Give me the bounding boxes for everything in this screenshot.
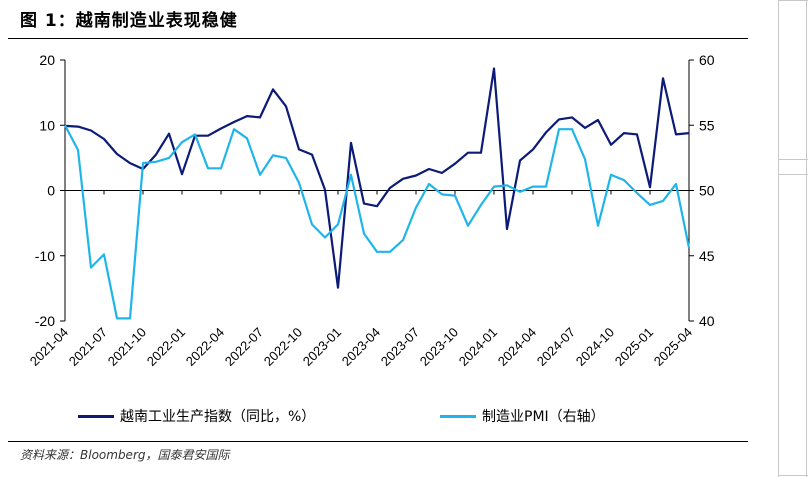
- source-divider: [8, 441, 748, 442]
- x-axis-tick-label: 2022-10: [261, 325, 305, 369]
- legend-swatch-ip: [78, 414, 114, 418]
- left-axis-tick-label: 10: [39, 117, 55, 133]
- right-axis-tick-label: 55: [699, 117, 715, 133]
- side-panel-border-left: [778, 0, 779, 477]
- side-panel-border-right: [806, 0, 807, 477]
- x-axis-tick-label: 2022-04: [183, 325, 227, 369]
- legend-label-pmi: 制造业PMI（右轴）: [482, 409, 605, 425]
- series-line-ip: [64, 67, 690, 289]
- legend-item-ip: 越南工业生产指数（同比，%）: [78, 405, 315, 427]
- x-axis-tick-label: 2024-07: [534, 325, 578, 369]
- legend-swatch-pmi: [440, 414, 476, 418]
- x-axis-tick-label: 2024-10: [573, 325, 617, 369]
- right-axis-tick-label: 60: [699, 52, 715, 68]
- x-axis-tick-label: 2022-07: [222, 325, 266, 369]
- x-axis-tick-label: 2021-07: [66, 325, 110, 369]
- legend-label-ip: 越南工业生产指数（同比，%）: [120, 409, 316, 425]
- x-axis-tick-label: 2025-04: [651, 325, 695, 369]
- x-axis-tick-label: 2024-01: [456, 325, 500, 369]
- right-axis-tick-label: 45: [699, 248, 715, 264]
- x-axis-tick-label: 2024-04: [495, 325, 539, 369]
- source-note: 资料来源：Bloomberg，国泰君安国际: [20, 448, 230, 462]
- x-axis-tick-label: 2025-01: [612, 325, 656, 369]
- right-axis-tick-label: 40: [699, 313, 715, 329]
- x-axis-tick-label: 2022-01: [144, 325, 188, 369]
- left-axis-tick-label: 0: [47, 183, 55, 199]
- series-line-pmi: [64, 124, 691, 320]
- figure-title: 图 1：越南制造业表现稳健: [20, 11, 238, 31]
- x-axis-tick-label: 2021-10: [105, 325, 149, 369]
- x-axis-tick-label: 2023-10: [417, 325, 461, 369]
- side-panel-box-top: [778, 0, 808, 160]
- x-axis-tick-label: 2023-04: [339, 325, 383, 369]
- x-axis-tick-label: 2023-01: [300, 325, 344, 369]
- right-axis-tick-label: 50: [699, 183, 715, 199]
- title-divider: [8, 38, 748, 39]
- legend-item-pmi: 制造业PMI（右轴）: [440, 405, 605, 427]
- side-panel-box-bottom: [778, 174, 808, 476]
- x-axis-tick-label: 2023-07: [378, 325, 422, 369]
- left-axis-tick-label: 20: [39, 52, 55, 68]
- left-axis-tick-label: -20: [35, 313, 55, 329]
- left-axis-tick-label: -10: [35, 248, 55, 264]
- x-axis-tick-label: 2021-04: [27, 325, 71, 369]
